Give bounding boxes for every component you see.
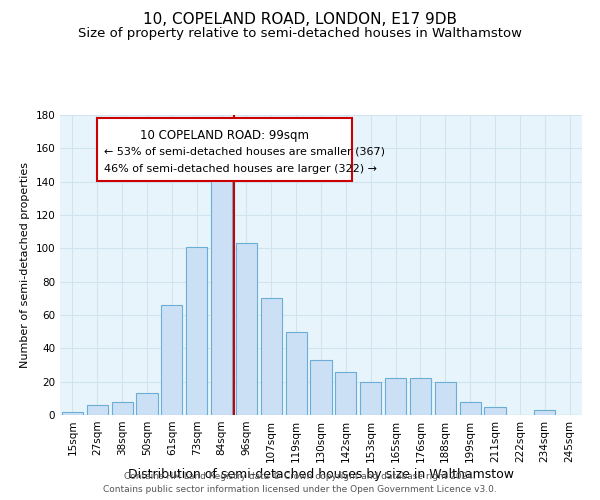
Bar [261, 298, 282, 415]
Text: Contains HM Land Registry data © Crown copyright and database right 2024.: Contains HM Land Registry data © Crown c… [124, 472, 476, 481]
Bar [161, 305, 182, 415]
Bar [360, 382, 381, 415]
Bar [62, 412, 83, 415]
Bar [186, 246, 207, 415]
Bar [484, 406, 506, 415]
X-axis label: Distribution of semi-detached houses by size in Walthamstow: Distribution of semi-detached houses by … [128, 468, 514, 480]
Bar [534, 410, 555, 415]
Bar [136, 394, 158, 415]
Bar [211, 164, 232, 415]
Bar [286, 332, 307, 415]
FancyBboxPatch shape [97, 118, 352, 181]
Bar [460, 402, 481, 415]
Y-axis label: Number of semi-detached properties: Number of semi-detached properties [20, 162, 30, 368]
Bar [87, 405, 108, 415]
Bar [112, 402, 133, 415]
Text: 10 COPELAND ROAD: 99sqm: 10 COPELAND ROAD: 99sqm [140, 128, 309, 141]
Bar [310, 360, 332, 415]
Bar [435, 382, 456, 415]
Bar [385, 378, 406, 415]
Text: ← 53% of semi-detached houses are smaller (367): ← 53% of semi-detached houses are smalle… [104, 146, 385, 156]
Text: Contains public sector information licensed under the Open Government Licence v3: Contains public sector information licen… [103, 485, 497, 494]
Text: 46% of semi-detached houses are larger (322) →: 46% of semi-detached houses are larger (… [104, 164, 377, 174]
Bar [236, 244, 257, 415]
Bar [335, 372, 356, 415]
Bar [410, 378, 431, 415]
Text: 10, COPELAND ROAD, LONDON, E17 9DB: 10, COPELAND ROAD, LONDON, E17 9DB [143, 12, 457, 28]
Text: Size of property relative to semi-detached houses in Walthamstow: Size of property relative to semi-detach… [78, 28, 522, 40]
